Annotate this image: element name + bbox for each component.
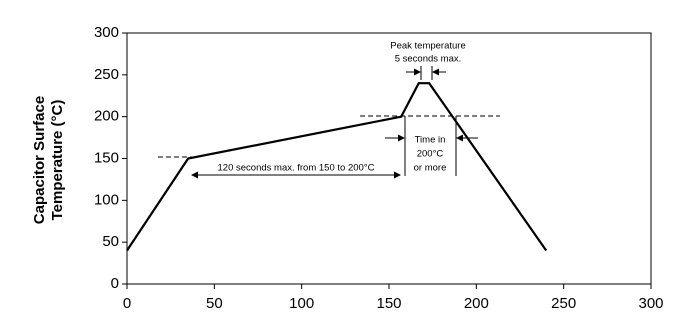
x-tick-label: 200 (464, 295, 489, 312)
y-axis-title: Capacitor Surface Temperature (°C) (31, 96, 66, 224)
annotation: 200°C (417, 149, 444, 160)
y-tick-label: 150 (94, 149, 119, 166)
annotation: or more (414, 163, 447, 174)
y-axis-title-line: Capacitor Surface (31, 96, 48, 224)
x-tick-label: 150 (376, 295, 401, 312)
y-tick-label: 100 (94, 191, 119, 208)
plot-frame (126, 32, 652, 285)
x-tick-label: 250 (551, 295, 576, 312)
x-tick-label: 100 (289, 295, 314, 312)
annotation: Time in (415, 135, 446, 146)
x-tick-label: 50 (206, 295, 223, 312)
x-tick-label: 300 (638, 295, 663, 312)
annotation: 120 seconds max. from 150 to 200°C (218, 163, 375, 174)
annotation: 5 seconds max. (395, 54, 462, 65)
series-line (126, 82, 548, 252)
y-tick-label: 300 (94, 24, 119, 41)
y-axis-title-line: Temperature (°C) (49, 100, 66, 221)
y-tick-label: 250 (94, 66, 119, 83)
x-tick-label: 0 (123, 295, 131, 312)
y-tick-label: 200 (94, 108, 119, 125)
y-tick-label: 50 (102, 233, 119, 250)
annotation: Peak temperature (390, 41, 466, 52)
y-tick-label: 0 (111, 275, 119, 292)
